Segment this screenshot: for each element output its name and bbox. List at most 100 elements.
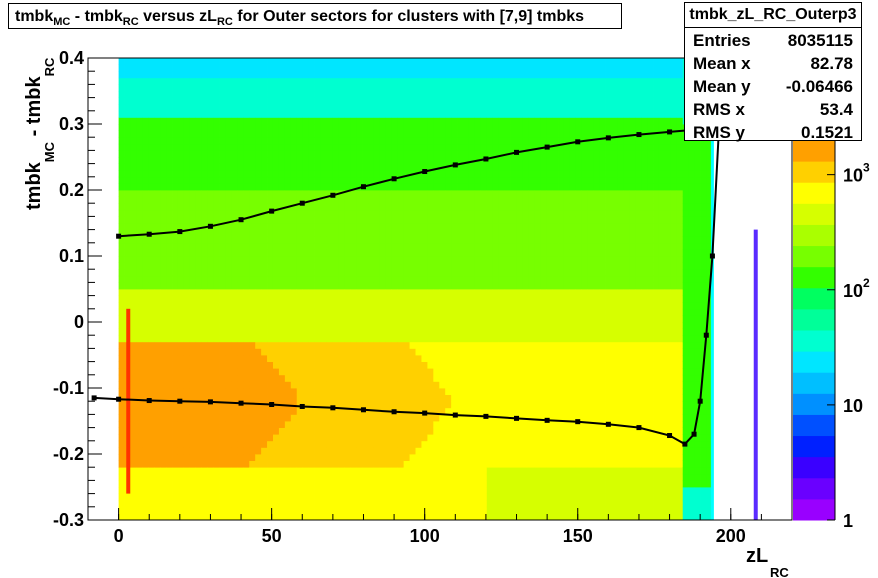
heatmap-cell [219, 302, 226, 310]
heatmap-cell [201, 203, 209, 211]
heatmap-cell [338, 150, 345, 158]
heatmap-cell [362, 262, 369, 270]
heatmap-cell [391, 256, 399, 263]
heatmap-cell [213, 130, 220, 138]
heatmap-cell [397, 473, 405, 481]
heatmap-cell [314, 355, 321, 362]
heatmap-cell [344, 242, 351, 250]
heatmap-cell [457, 440, 464, 448]
heatmap-cell [474, 467, 482, 475]
heatmap-cell [189, 64, 197, 72]
heatmap-cell [261, 414, 268, 422]
heatmap-cell [189, 130, 197, 138]
heatmap-cell [142, 401, 149, 409]
heatmap-cell [183, 460, 191, 468]
heatmap-cell [189, 249, 197, 257]
heatmap-cell [314, 348, 321, 356]
heatmap-cell [457, 308, 464, 316]
heatmap-cell [498, 203, 505, 211]
heatmap-cell [320, 216, 327, 224]
heatmap-cell [320, 275, 327, 283]
heatmap-cell [350, 407, 357, 415]
heatmap-cell [154, 427, 161, 435]
heatmap-cell [166, 355, 173, 362]
heatmap-cell [130, 150, 137, 158]
heatmap-cell [350, 124, 357, 131]
heatmap-cell [344, 183, 351, 191]
heatmap-cell [225, 487, 232, 494]
heatmap-cell [492, 388, 500, 395]
heatmap-cell [314, 513, 321, 521]
heatmap-cell [255, 500, 262, 508]
heatmap-cell [474, 77, 482, 85]
heatmap-cell [207, 381, 215, 389]
heatmap-cell [243, 447, 250, 455]
heatmap-cell [391, 229, 399, 237]
heatmap-cell [219, 229, 226, 237]
heatmap-cell [243, 289, 250, 296]
heatmap-cell [468, 269, 476, 277]
heatmap-cell [510, 473, 517, 481]
heatmap-cell [439, 183, 446, 191]
heatmap-cell [148, 64, 155, 72]
heatmap-cell [486, 368, 494, 376]
heatmap-cell [207, 242, 215, 250]
heatmap-cell [439, 91, 446, 98]
heatmap-cell [522, 401, 529, 409]
heatmap-cell [356, 282, 363, 290]
heatmap-cell [362, 91, 369, 98]
heatmap-cell [379, 302, 387, 310]
heatmap-cell [439, 493, 446, 501]
heatmap-cell [148, 506, 155, 514]
heatmap-cell [290, 137, 298, 145]
heatmap-cell [528, 77, 535, 85]
heatmap-cell [356, 242, 363, 250]
heatmap-cell [504, 282, 511, 290]
heatmap-cell [130, 170, 137, 178]
heatmap-cell [427, 229, 434, 237]
heatmap-cell [421, 374, 428, 382]
heatmap-cell [314, 440, 321, 448]
heatmap-cell [219, 434, 226, 442]
heatmap-cell [528, 249, 535, 257]
heatmap-cell [421, 335, 428, 343]
heatmap-cell [261, 434, 268, 442]
heatmap-cell [332, 91, 339, 98]
heatmap-cell [160, 460, 167, 468]
heatmap-cell [350, 473, 357, 481]
heatmap-cell [391, 506, 399, 514]
heatmap-cell [231, 137, 238, 145]
heatmap-cell [356, 328, 363, 336]
heatmap-cell [368, 58, 375, 65]
heatmap-cell [480, 104, 488, 112]
heatmap-cell [457, 381, 464, 389]
heatmap-cell [409, 130, 416, 138]
heatmap-cell [409, 308, 416, 316]
heatmap-cell [290, 110, 298, 118]
heatmap-cell [255, 414, 262, 422]
heatmap-cell [439, 256, 446, 263]
heatmap-cell [118, 229, 125, 237]
heatmap-cell [373, 104, 381, 112]
heatmap-cell [189, 506, 197, 514]
heatmap-cell [314, 163, 321, 171]
heatmap-cell [189, 394, 197, 402]
heatmap-cell [492, 77, 500, 85]
heatmap-cell [510, 209, 517, 217]
heatmap-cell [445, 407, 452, 415]
heatmap-cell [326, 242, 333, 250]
heatmap-cell [148, 454, 155, 461]
heatmap-cell [130, 368, 137, 376]
heatmap-cell [118, 421, 125, 428]
heatmap-cell [118, 506, 125, 514]
heatmap-cell [207, 163, 215, 171]
heatmap-cell [284, 381, 292, 389]
heatmap-cell [136, 229, 143, 237]
heatmap-cell [177, 71, 185, 79]
heatmap-cell [237, 196, 244, 204]
heatmap-cell [201, 117, 209, 125]
heatmap-cell [231, 467, 238, 475]
heatmap-cell [207, 302, 215, 310]
heatmap-cell [261, 124, 268, 131]
heatmap-cell [314, 308, 321, 316]
